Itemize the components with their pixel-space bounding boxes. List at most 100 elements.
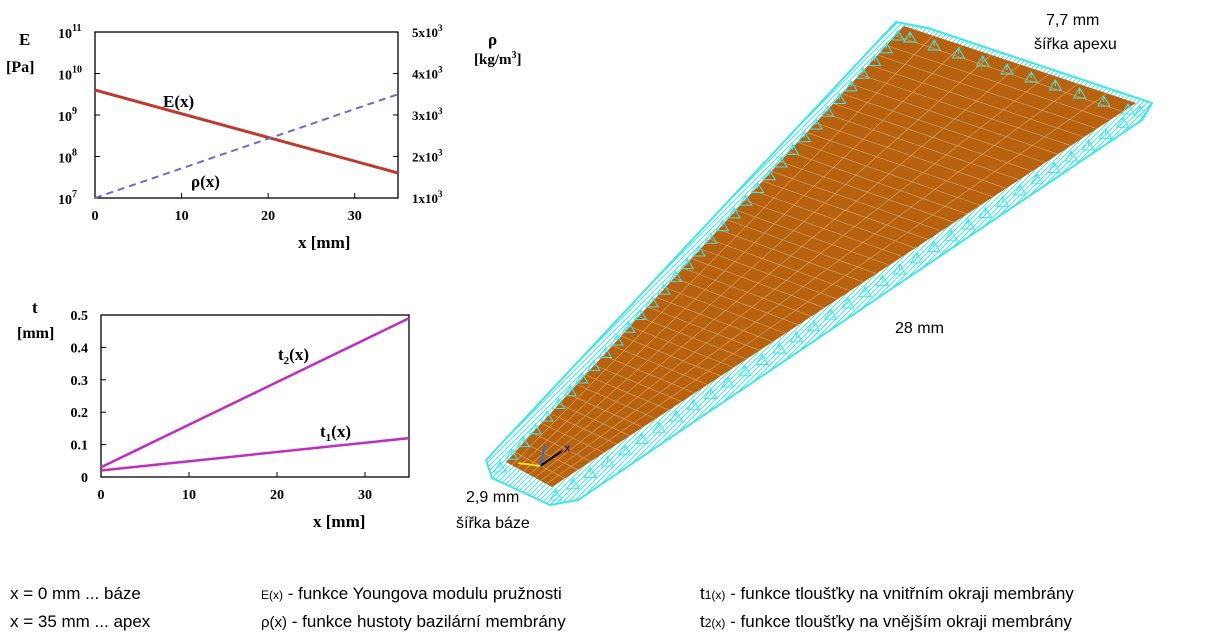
series-label-t1: t1(x) [320,422,351,444]
x-tick-labels: 0 10 20 30 [92,193,362,224]
support-marker [762,168,777,181]
support-marker [1000,63,1014,75]
base-width-label: 2,9 mm [466,489,520,506]
x-tick-label: 10 [175,209,189,224]
support-marker [755,353,770,365]
legend-base-position: x = 0 mm ... báze [10,584,141,603]
series-label-t2: t2(x) [278,345,309,367]
support-marker [1064,150,1079,162]
support-marker [1115,116,1130,128]
support-marker [617,443,632,456]
support-marker [656,283,671,295]
support-marker [875,274,890,286]
support-marker [774,156,788,168]
support-marker [820,105,835,117]
support-marker [621,321,636,333]
t-tick-label: 0 [81,471,88,486]
support-marker [1048,79,1063,91]
x-axis-label-2: x [mm] [313,512,365,531]
support-marker [909,251,924,264]
legend-t1-end: (x) [711,588,726,602]
e-axis-label-line2: [Pa] [6,59,34,76]
support-marker [841,297,855,309]
grid-line-long [540,83,1079,481]
x-tick-labels-2: 0 10 20 30 [98,472,372,503]
e-rho-chart: E [Pa] ρ [kg/m3] 107 108 109 1010 1011 1x103… [6,23,522,252]
right-tick-label: 2x103 [412,148,443,165]
support-marker [772,342,787,354]
series-group [94,88,399,199]
legend-t2-text: - funkce tloušťky na vnějším okraji memb… [725,612,1072,631]
support-marker [944,229,958,241]
support-marker [692,245,706,257]
support-marker [539,410,554,422]
legend-e-function: E(x) - funkce Youngova modulu pružnosti [261,584,562,604]
membrane-surface [506,26,1136,487]
support-marker [903,31,917,43]
support-marker [549,489,563,501]
legend-apex-position: x = 35 mm ... apex [10,612,151,631]
grid-line-long [528,64,1021,475]
series-label-rho: ρ(x) [191,172,220,191]
support-marker [750,181,765,193]
left-tick-label: 108 [58,148,77,167]
support-marker [1030,172,1044,185]
right-tick-label: 4x103 [412,65,443,82]
support-marker [1072,87,1087,99]
axis-x-arrow [539,450,563,467]
support-marker [610,333,624,346]
x-tick-label: 0 [92,209,99,224]
support-marker [1024,71,1038,83]
membrane-grid [511,35,1124,485]
support-marker [528,422,543,435]
support-marker [806,319,821,332]
t-axis-label-line1: t [32,298,38,317]
support-marker [563,384,578,397]
series-label-e: E(x) [163,92,194,111]
rho-axis-label-line2: [kg/m3] [474,50,522,68]
legend-t2-sub: 2 [704,616,712,630]
support-marker [858,285,873,298]
grid-line-long [517,45,963,469]
apex-width-label: 7,7 mm [1046,12,1100,29]
support-marker [951,47,966,59]
support-marker [600,455,615,467]
length-label: 28 mm [895,320,944,337]
support-marker [598,346,613,359]
support-marker [926,240,941,253]
support-marker [1133,105,1147,117]
x-tick-label-2: 0 [98,488,105,503]
support-marker [1096,95,1111,107]
base-width-caption: šířka báze [456,515,530,532]
support-marker [634,432,649,445]
legend-rho-function: ρ(x) - funkce hustoty bazilární membrány [261,612,566,632]
legend-e-symbol: E(x) [261,588,283,602]
support-marker [927,39,942,51]
x-tick-label: 20 [261,209,275,224]
x-tick-label-2: 10 [182,488,196,503]
legend-t1-text: - funkce tloušťky na vnitřním okraji mem… [725,584,1074,603]
support-marker [586,359,601,371]
left-tick-labels: 107 108 109 1010 1011 [58,23,100,208]
right-tick-label: 1x103 [412,189,443,206]
t2-line [100,317,410,469]
legend-t2-base: t [700,612,705,631]
t-tick-label: 0.2 [71,406,89,421]
support-marker [797,130,812,143]
support-marker [809,117,823,130]
support-marker [504,448,519,460]
right-tick-label: 5x103 [412,23,443,40]
t1-line [100,436,410,472]
right-tick-label: 3x103 [412,106,443,123]
support-marker [975,55,990,67]
legend-t1-base: t [700,584,705,603]
support-marker [668,270,683,282]
grid-line-long [546,93,1108,485]
support-marker [995,195,1010,207]
t-tick-label: 0.4 [71,341,89,356]
support-marker [703,232,718,244]
right-tick-labels: 1x103 2x103 3x103 4x103 5x103 [393,23,443,206]
e-line [94,88,399,175]
axis-x-label: X [564,444,571,455]
